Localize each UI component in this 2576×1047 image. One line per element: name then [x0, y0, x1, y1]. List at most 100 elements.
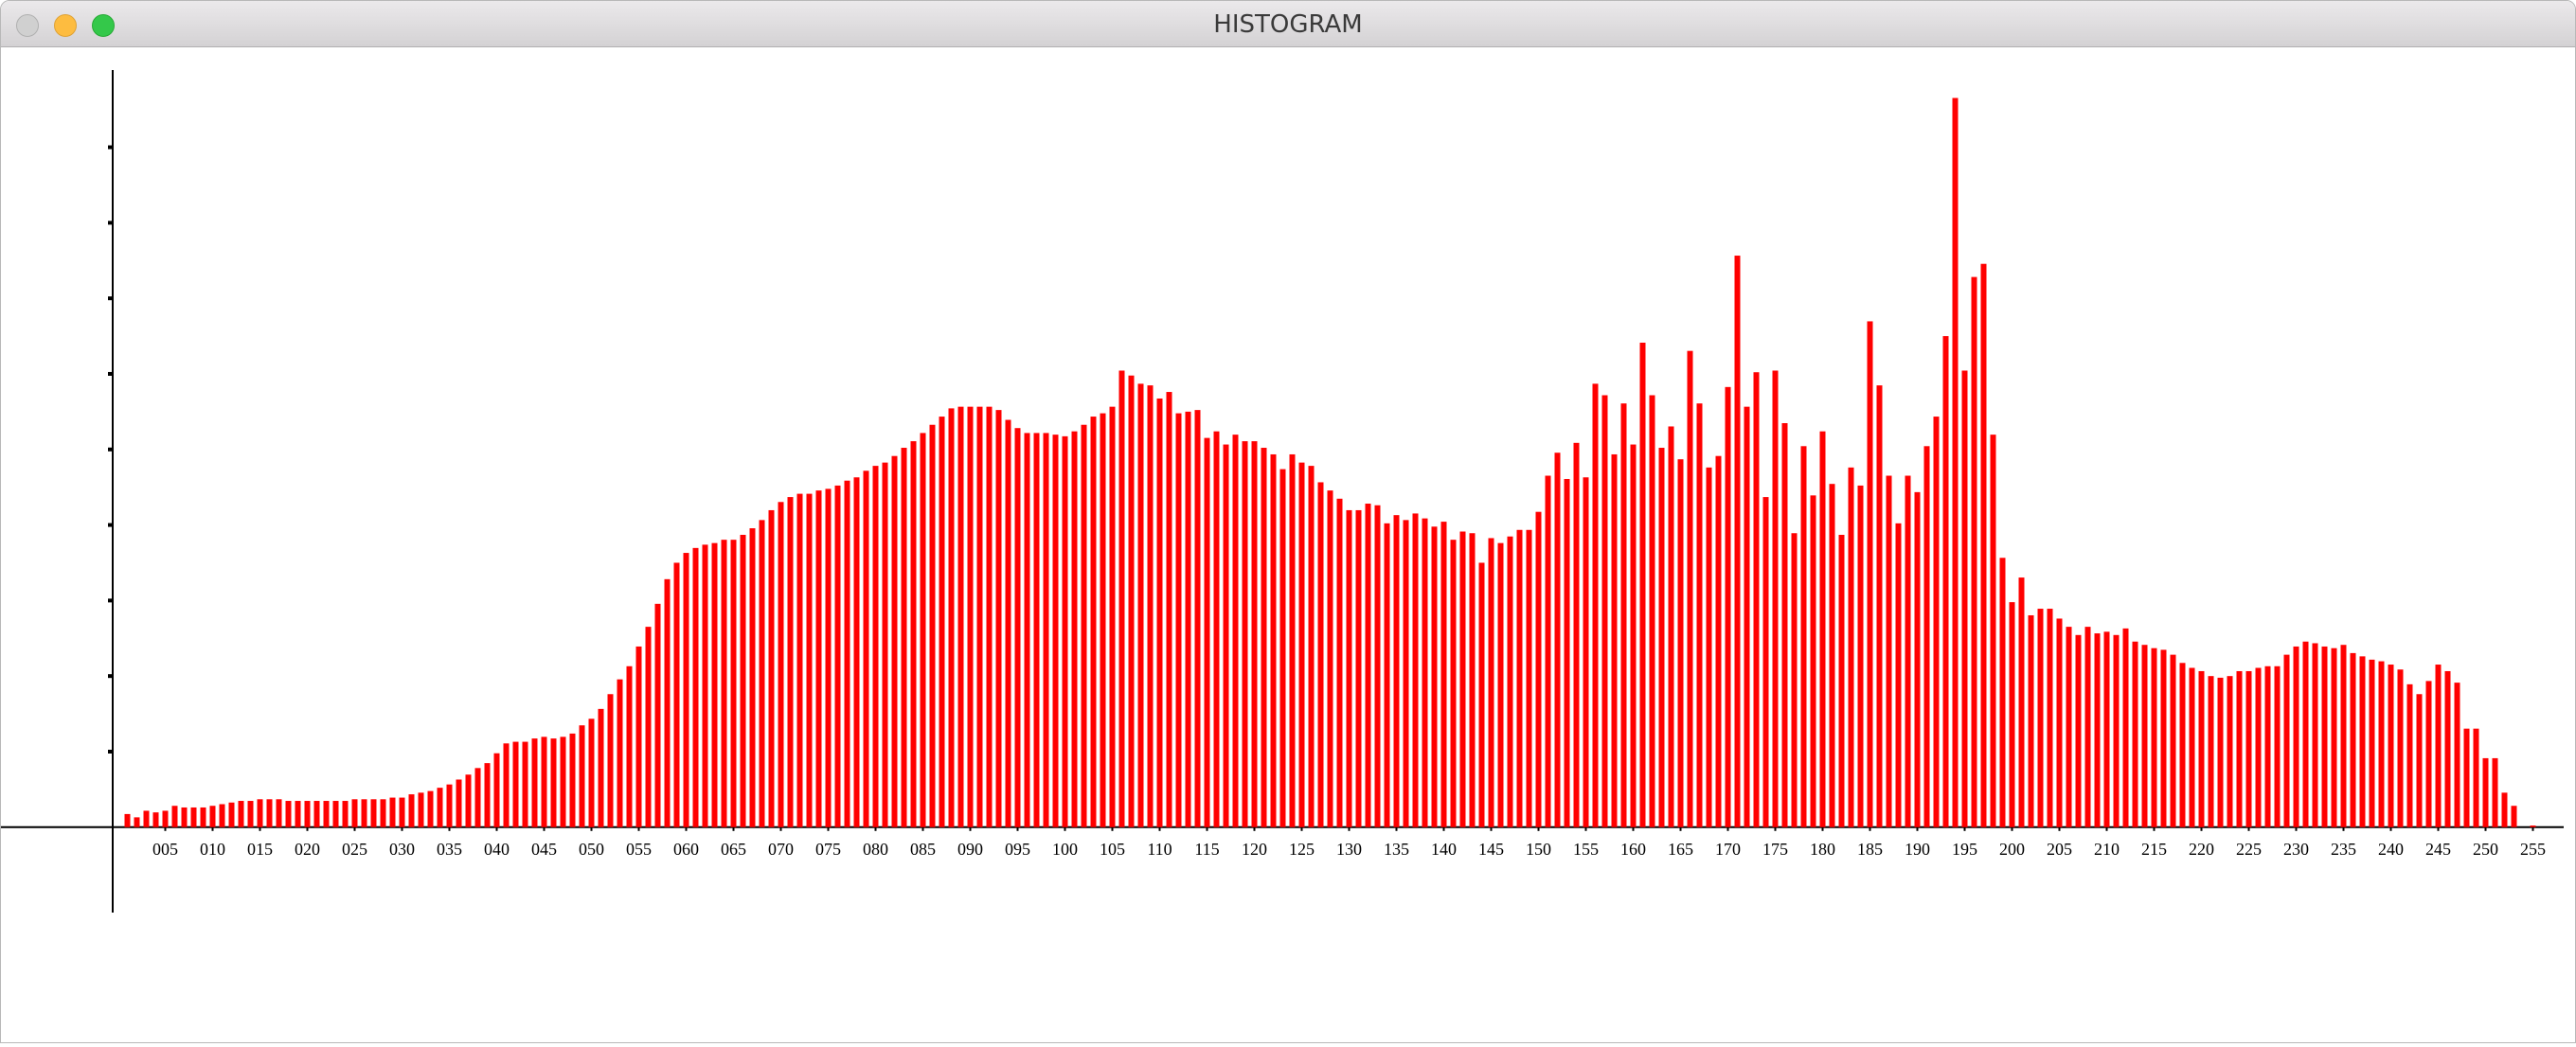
bar [939, 417, 945, 827]
bar [2113, 634, 2120, 827]
bar [1213, 431, 1220, 827]
bar [2018, 577, 2025, 827]
bar [295, 801, 301, 827]
bar [143, 810, 150, 827]
bar [1469, 533, 1476, 827]
bar [2501, 792, 2508, 827]
x-tick-label: 005 [152, 840, 178, 859]
bar [1033, 433, 1040, 827]
bar [134, 817, 140, 827]
bar [834, 485, 841, 827]
bar [2302, 641, 2309, 827]
bar [2132, 641, 2138, 827]
bar [1923, 446, 1930, 827]
bar [1431, 526, 1438, 827]
bar [1279, 469, 1286, 827]
bar [1895, 523, 1902, 827]
x-tick-label: 230 [2283, 840, 2309, 859]
bar [2293, 646, 2299, 827]
bar [1118, 370, 1125, 827]
bar [1601, 395, 1608, 827]
bar [730, 540, 737, 827]
bar [1990, 435, 1996, 827]
bar [456, 779, 462, 827]
bar [2094, 633, 2101, 827]
bar [389, 797, 396, 827]
bar [152, 812, 159, 827]
minimize-button[interactable] [54, 14, 77, 37]
x-tick-label: 020 [295, 840, 320, 859]
bar [787, 497, 794, 827]
bar [1649, 395, 1655, 827]
bar [749, 528, 756, 827]
bar [2009, 602, 2015, 827]
bar [853, 477, 860, 827]
bar [626, 665, 633, 827]
bar [2416, 694, 2423, 827]
bar [740, 534, 746, 827]
bar [2321, 646, 2328, 827]
bar [2444, 670, 2451, 827]
window-title: HISTOGRAM [1213, 10, 1363, 39]
bar [1147, 385, 1154, 827]
bar [673, 562, 680, 827]
title-bar: HISTOGRAM [1, 1, 2575, 47]
x-tick-label: 125 [1289, 840, 1315, 859]
bar [1639, 342, 1646, 827]
bar [654, 603, 661, 827]
bar [276, 799, 282, 827]
x-tick-label: 205 [2047, 840, 2072, 859]
bar [2359, 656, 2366, 827]
bar [1071, 431, 1078, 827]
bar [2406, 683, 2413, 827]
x-tick-label: 075 [815, 840, 841, 859]
bar [920, 433, 926, 827]
bar [1109, 406, 1116, 827]
bar [2066, 627, 2072, 827]
bar [2037, 609, 2044, 827]
bar [1734, 256, 1741, 827]
bar [2103, 631, 2110, 827]
bar [361, 799, 367, 827]
bar [1715, 455, 1722, 827]
bar [1677, 459, 1684, 827]
bar [1478, 562, 1485, 827]
bar [2482, 757, 2489, 827]
bar [437, 788, 443, 827]
bar [1706, 467, 1712, 827]
bar [1137, 383, 1144, 827]
bar [1658, 448, 1665, 827]
bar [2075, 634, 2082, 827]
bar [2511, 806, 2517, 827]
bar [891, 455, 898, 827]
bar [1952, 98, 1959, 827]
x-tick-label: 110 [1147, 840, 1172, 859]
bar [313, 801, 320, 827]
x-tick-label: 225 [2236, 840, 2262, 859]
bar [2378, 661, 2385, 827]
bar [1999, 558, 2006, 827]
bar [1440, 522, 1447, 827]
bar [1043, 433, 1049, 827]
bar [768, 509, 775, 827]
bar [1980, 263, 1987, 827]
bar [1052, 435, 1059, 827]
bar [2217, 677, 2224, 827]
bar [1232, 435, 1239, 827]
x-tick-label: 120 [1242, 840, 1267, 859]
bar [579, 725, 585, 827]
bar [588, 719, 595, 827]
bar [1166, 392, 1172, 827]
bar [1261, 448, 1267, 827]
x-tick-label: 235 [2331, 840, 2356, 859]
bar [408, 794, 415, 827]
bar [1554, 453, 1561, 827]
bar [1393, 515, 1400, 827]
x-tick-label: 090 [957, 840, 983, 859]
bar [550, 738, 557, 827]
bar [702, 544, 708, 827]
zoom-button[interactable] [92, 14, 115, 37]
bar [778, 502, 784, 827]
close-button[interactable] [16, 14, 39, 37]
